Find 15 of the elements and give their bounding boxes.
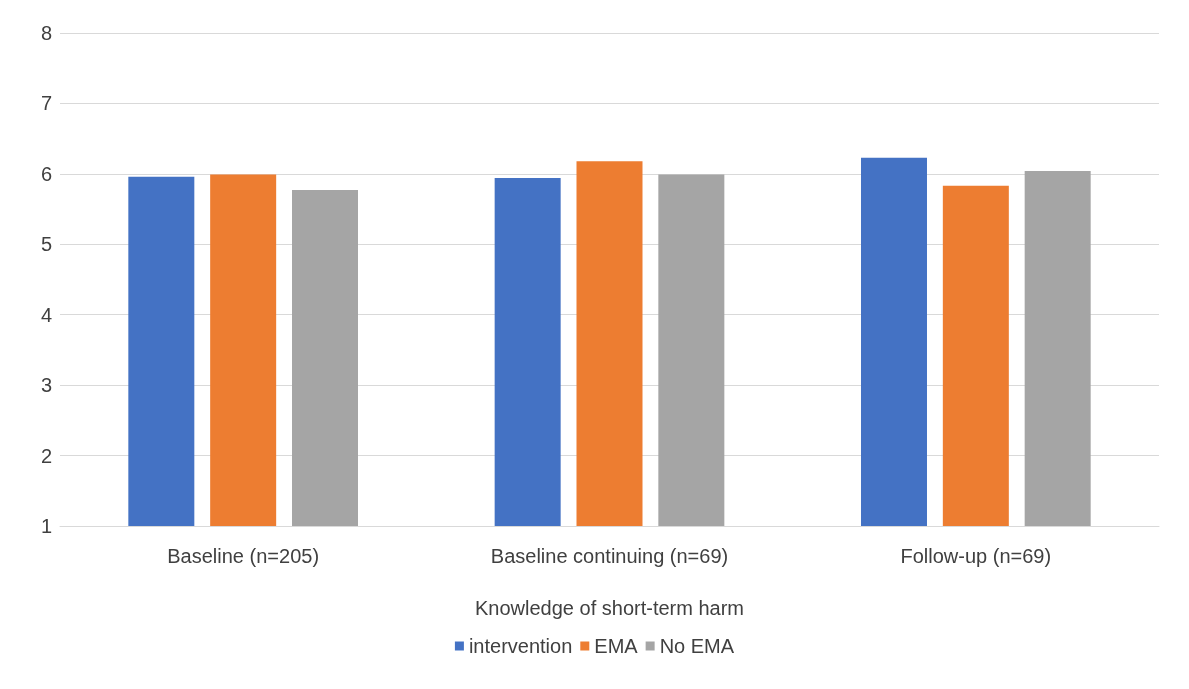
x-tick-label: Baseline continuing (n=69)	[490, 545, 729, 567]
y-tick-label: 3	[40, 374, 52, 397]
y-tick-label: 8	[40, 22, 52, 44]
y-tick-label: 5	[40, 233, 52, 256]
y-tick-label: 7	[40, 92, 52, 115]
legend-label: No EMA	[659, 635, 735, 657]
y-tick-label: 2	[40, 444, 52, 467]
x-tick-label: Follow-up (n=69)	[900, 545, 1052, 567]
x-tick-label: Baseline (n=205)	[167, 545, 320, 567]
y-tick-label: 1	[40, 515, 52, 537]
legend-label: EMA	[594, 635, 639, 657]
x-axis-title: Knowledge of short-term harm	[474, 597, 745, 619]
legend-label: intervention	[468, 635, 573, 657]
y-tick-label: 4	[40, 303, 52, 326]
y-tick-label: 6	[40, 162, 52, 185]
